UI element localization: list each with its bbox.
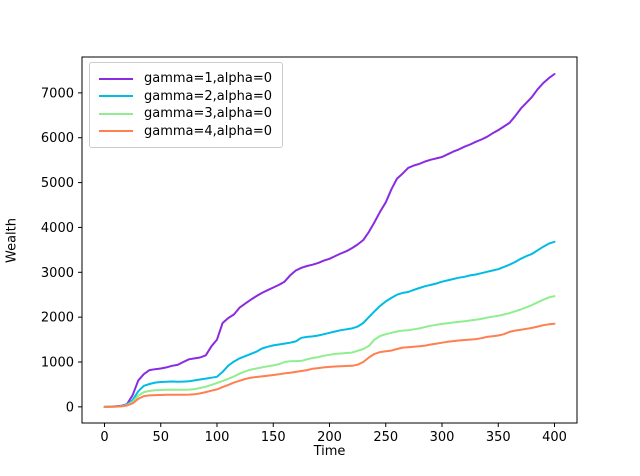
x-tick-label: 100 xyxy=(205,430,230,445)
legend-label: gamma=4,alpha=0 xyxy=(144,123,273,139)
y-tick-label: 3000 xyxy=(41,266,74,281)
x-tick-label: 50 xyxy=(152,430,169,445)
y-tick-label: 5000 xyxy=(41,176,74,191)
legend-label: gamma=3,alpha=0 xyxy=(144,106,273,122)
x-tick-label: 150 xyxy=(261,430,286,445)
x-tick-label: 200 xyxy=(317,430,342,445)
y-axis-label: Wealth xyxy=(4,218,20,264)
legend-line-sample xyxy=(99,77,133,80)
series-line-4 xyxy=(103,322,556,408)
y-tick-label: 4000 xyxy=(41,221,74,236)
legend-label: gamma=2,alpha=0 xyxy=(144,88,273,104)
y-tick-label: 7000 xyxy=(41,86,74,101)
x-tick-label: 250 xyxy=(373,430,398,445)
x-tick-label: 300 xyxy=(430,430,455,445)
legend: gamma=1,alpha=0 gamma=2,alpha=0 gamma=3,al… xyxy=(89,62,283,148)
x-tick-label: 0 xyxy=(100,430,108,445)
series-line-3 xyxy=(103,295,556,408)
x-axis-label: Time xyxy=(313,444,346,459)
x-tick-label: 400 xyxy=(542,430,567,445)
y-tick-label: 0 xyxy=(66,400,74,415)
y-tick-label: 6000 xyxy=(41,131,74,146)
y-tick-label: 2000 xyxy=(41,311,74,326)
legend-line-sample xyxy=(99,112,133,115)
legend-item-4: gamma=4,alpha=0 xyxy=(99,123,273,141)
y-tick-label: 1000 xyxy=(41,356,74,371)
legend-line-sample xyxy=(99,95,133,98)
legend-item-3: gamma=3,alpha=0 xyxy=(99,105,273,123)
x-tick-label: 350 xyxy=(486,430,511,445)
legend-line-sample xyxy=(99,130,133,133)
legend-label: gamma=1,alpha=0 xyxy=(144,71,273,87)
legend-item-1: gamma=1,alpha=0 xyxy=(99,70,273,88)
legend-item-2: gamma=2,alpha=0 xyxy=(99,88,273,106)
series-line-2 xyxy=(103,240,556,408)
series-line-1 xyxy=(103,73,556,408)
